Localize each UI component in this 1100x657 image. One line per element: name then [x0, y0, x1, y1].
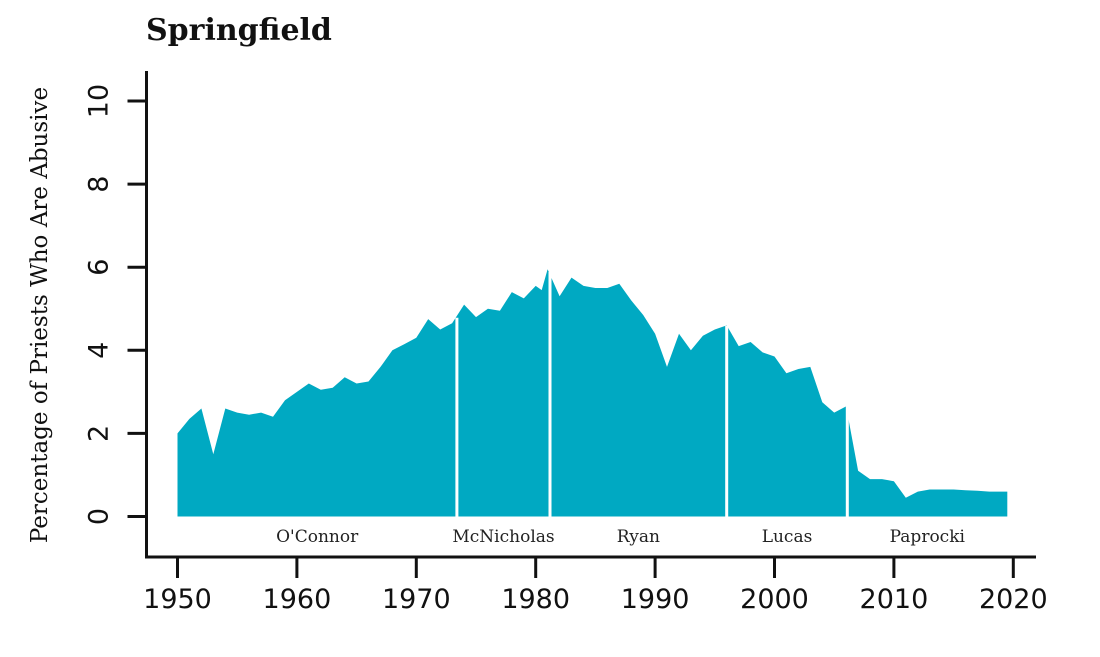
x-tick-label: 1990 [621, 584, 690, 615]
tenure-label: Lucas [762, 527, 813, 547]
chart-title: Springfield [146, 13, 332, 48]
y-tick-label: 2 [84, 425, 115, 442]
area-series [177, 269, 1008, 517]
tenure-label: Ryan [617, 527, 660, 547]
area-shape [177, 269, 1008, 517]
x-tick-label: 2000 [740, 584, 809, 615]
y-tick-label: 8 [84, 176, 115, 193]
x-tick-label: 2010 [860, 584, 929, 615]
x-tick-label: 1950 [143, 584, 212, 615]
x-tick-label: 1960 [263, 584, 332, 615]
y-tick-label: 4 [84, 342, 115, 359]
y-tick-label: 6 [84, 259, 115, 276]
x-tick-label: 2020 [979, 584, 1048, 615]
y-axis-title: Percentage of Priests Who Are Abusive [27, 87, 53, 543]
x-tick-label: 1980 [501, 584, 570, 615]
axes: 0 2 4 6 8 10 1950 1960 1970 1980 1990 2000 2010 2020 [84, 71, 1048, 615]
tenure-label: O'Connor [276, 527, 359, 547]
tenure-label: McNicholas [452, 527, 554, 547]
tenure-dividers [455, 272, 849, 517]
tenure-label: Paprocki [890, 527, 966, 547]
tenure-labels: O'Connor McNicholas Ryan Lucas Paprocki [276, 527, 965, 547]
y-tick-label: 0 [84, 508, 115, 525]
x-tick-label: 1970 [382, 584, 451, 615]
y-tick-label: 10 [84, 84, 115, 118]
